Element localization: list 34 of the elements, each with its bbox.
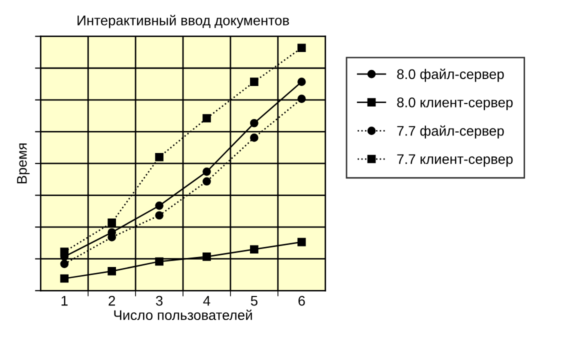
point [202, 177, 211, 186]
point [250, 118, 258, 128]
x-tick-label: 6 [298, 296, 305, 306]
x-tick-label: 4 [203, 296, 210, 306]
point [60, 260, 69, 268]
point [297, 44, 306, 52]
point [60, 274, 69, 283]
point [60, 248, 69, 256]
legend-label: 7.7 клиент-сервер [397, 154, 513, 167]
x-tick-label: 5 [250, 296, 258, 306]
legend-label: 7.7 файл-сервер [397, 125, 504, 139]
x-tick-label: 2 [108, 296, 116, 306]
point [297, 238, 306, 246]
point [108, 218, 116, 227]
point [202, 114, 211, 122]
x-axis-title: Число пользователей [114, 310, 252, 320]
point [297, 94, 306, 104]
point [202, 252, 211, 261]
x-tick-label: 3 [156, 296, 163, 306]
chart-title: Интерактивный ввод документов [78, 14, 289, 28]
point [250, 134, 258, 142]
point [250, 245, 258, 254]
x-tick-label: 1 [62, 296, 68, 306]
point [250, 78, 258, 86]
legend-label: 8.0 файл-сервер [397, 68, 504, 82]
y-axis-title: Время [17, 144, 30, 184]
point [297, 78, 306, 86]
point [155, 257, 164, 266]
point [155, 152, 164, 162]
legend-label: 8.0 клиент-сервер [397, 97, 513, 110]
point [155, 202, 164, 210]
point [108, 267, 116, 276]
point [202, 168, 211, 176]
point [155, 211, 164, 220]
